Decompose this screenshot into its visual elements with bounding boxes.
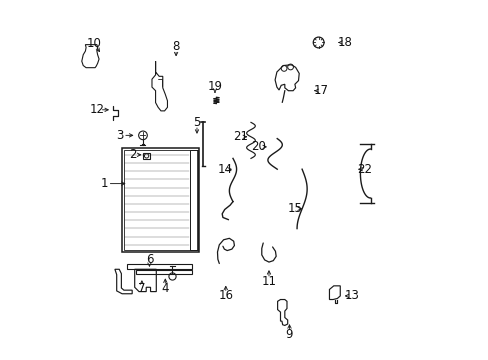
Text: 7: 7: [138, 282, 145, 294]
Text: 16: 16: [218, 289, 233, 302]
Bar: [143, 153, 149, 159]
Text: 2: 2: [129, 148, 136, 161]
Text: 4: 4: [161, 282, 169, 295]
Text: 13: 13: [345, 289, 359, 302]
Text: 11: 11: [261, 275, 276, 288]
Text: 18: 18: [337, 36, 352, 49]
Text: 22: 22: [357, 163, 372, 176]
Bar: [136, 270, 192, 274]
Text: 12: 12: [89, 103, 104, 116]
Bar: [122, 148, 199, 252]
Text: 10: 10: [86, 37, 101, 50]
Bar: [190, 150, 197, 250]
Text: 9: 9: [285, 328, 293, 341]
Bar: [127, 264, 192, 269]
Text: 21: 21: [232, 130, 247, 143]
Text: 1: 1: [101, 177, 108, 190]
Text: 8: 8: [172, 40, 180, 53]
Text: 20: 20: [251, 140, 266, 153]
Text: 15: 15: [287, 202, 302, 215]
Text: 19: 19: [207, 80, 222, 93]
Text: 17: 17: [313, 84, 327, 97]
Text: 14: 14: [217, 163, 232, 176]
Text: 5: 5: [193, 116, 200, 129]
Text: 3: 3: [116, 129, 124, 142]
Text: 6: 6: [145, 253, 153, 266]
Bar: [124, 150, 197, 250]
